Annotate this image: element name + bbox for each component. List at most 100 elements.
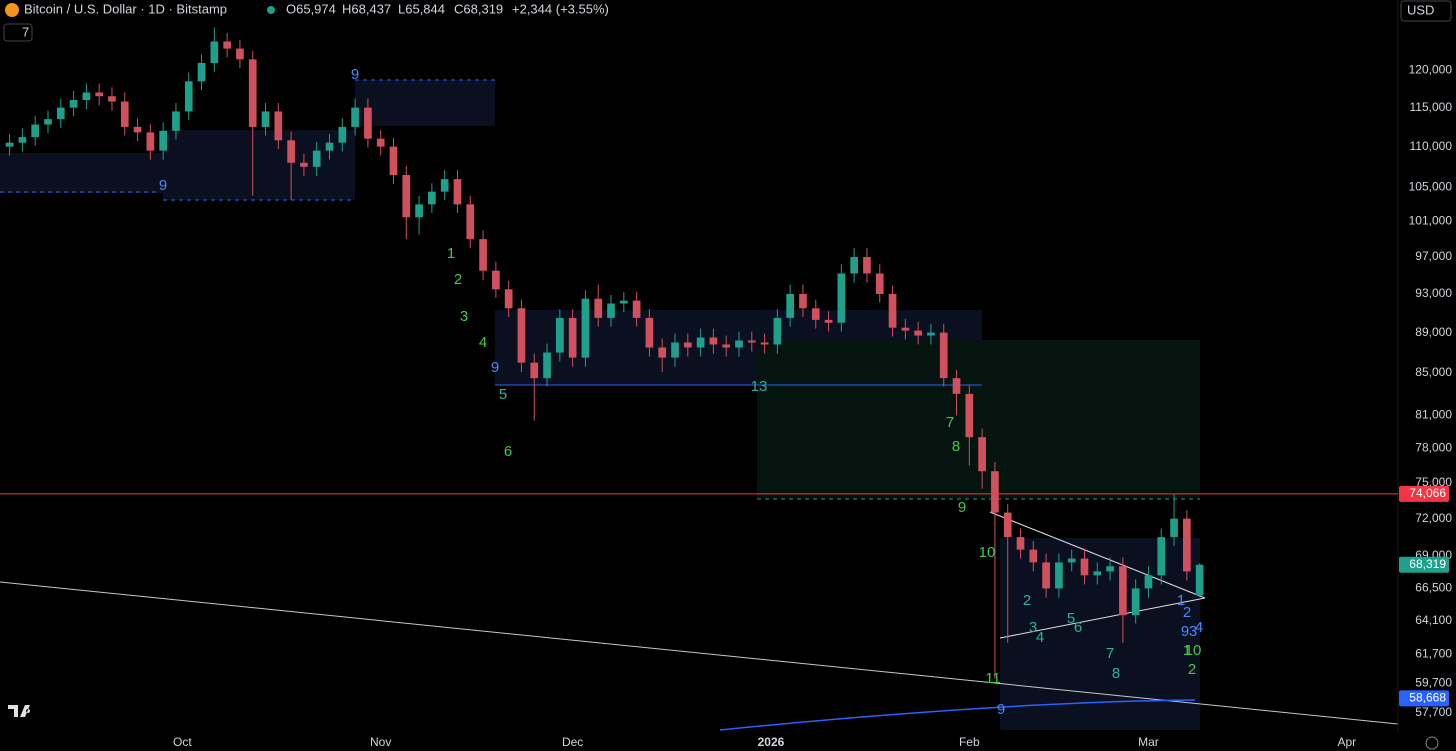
y-tick-label: 72,000 <box>1415 511 1452 525</box>
candle-body <box>799 293 807 309</box>
candle-body <box>312 150 321 167</box>
candle-body <box>901 327 910 331</box>
candle-body <box>56 107 65 120</box>
candle-body <box>184 81 193 112</box>
candle-body <box>1119 566 1127 616</box>
candle-body <box>568 317 577 358</box>
ohlc-close: C68,319 <box>454 1 503 16</box>
y-tick-label: 81,000 <box>1415 407 1452 421</box>
candle-body <box>850 257 858 274</box>
logo <box>8 705 31 717</box>
candle-body <box>364 107 372 139</box>
sequence-label: 1 <box>447 245 455 262</box>
candle-body <box>671 342 679 358</box>
sequence-label: 5 <box>1067 610 1075 627</box>
y-tick-label: 85,000 <box>1415 365 1452 379</box>
y-tick-label: 120,000 <box>1409 62 1453 76</box>
sequence-label: 3 <box>1029 619 1037 636</box>
y-tick-label: 105,000 <box>1409 180 1453 194</box>
zone <box>355 80 495 126</box>
candle-body <box>376 138 385 147</box>
candle-body <box>146 132 155 151</box>
sequence-label: 13 <box>751 378 768 395</box>
sequence-label: 3 <box>1189 623 1197 640</box>
candle-body <box>760 342 769 345</box>
sequence-label: 3 <box>460 308 468 325</box>
candle-body <box>466 204 475 240</box>
y-tick-label: 75,000 <box>1415 475 1452 489</box>
candle-body <box>722 344 731 348</box>
price-label: 58,668 <box>1409 691 1446 705</box>
candle-body <box>338 126 347 143</box>
indicator-toggle[interactable] <box>3 23 33 42</box>
y-tick-label: 59,700 <box>1415 675 1452 689</box>
candle-body <box>261 111 270 127</box>
indicator-count[interactable]: 7 <box>22 24 29 39</box>
y-tick-label: 66,500 <box>1415 581 1452 595</box>
candle-body <box>978 437 986 472</box>
candle-body <box>786 293 795 318</box>
candle-body <box>824 319 833 323</box>
x-tick-label: Oct <box>173 735 192 749</box>
sequence-label: 6 <box>504 443 512 460</box>
sequence-label: 6 <box>1074 619 1082 636</box>
triangle-line <box>999 597 1206 639</box>
sequence-label: 9 <box>491 359 499 376</box>
candle-body <box>696 337 705 348</box>
candle-body <box>914 330 922 336</box>
candle-body <box>645 317 654 348</box>
settings-icon[interactable] <box>1425 736 1439 750</box>
candles <box>5 27 1204 679</box>
axes: 57,70059,70061,70064,10066,50069,00072,0… <box>0 62 1452 749</box>
candle-body <box>1003 512 1012 538</box>
sequence-label: 9 <box>997 701 1005 718</box>
candle-body <box>619 300 628 304</box>
sequence-label: 8 <box>1112 665 1120 682</box>
candle-body <box>811 308 820 320</box>
price-label: 74,066 <box>1409 486 1446 500</box>
sequence-label: 11 <box>985 670 1001 687</box>
header: Bitcoin / U.S. Dollar · 1D · Bitstamp O6… <box>3 0 1452 42</box>
sequence-label: 2 <box>1023 592 1031 609</box>
candle-body <box>875 273 884 294</box>
candle-body <box>440 179 449 192</box>
candle-body <box>492 270 500 290</box>
sequence-label: 7 <box>1106 645 1114 662</box>
candle-body <box>1016 537 1025 550</box>
x-tick-label: Apr <box>1337 735 1356 749</box>
candle-body <box>773 317 782 345</box>
candle-body <box>658 347 667 358</box>
sequence-label: 9 <box>159 177 167 194</box>
candle-body <box>415 204 423 218</box>
status-dot <box>267 6 275 14</box>
zone <box>757 340 1200 498</box>
y-tick-label: 93,000 <box>1415 286 1452 300</box>
x-tick-label: Feb <box>959 735 980 749</box>
sequence-label: 1 <box>1177 592 1185 609</box>
candle-body <box>300 162 308 167</box>
currency-button[interactable] <box>1400 0 1452 22</box>
price-label-box <box>1399 690 1449 707</box>
candle-body <box>927 332 935 336</box>
candle-body <box>1131 588 1140 616</box>
candle-body <box>389 146 398 176</box>
x-tick-label: Nov <box>370 735 391 749</box>
candle-body <box>402 175 411 218</box>
candle-body <box>172 111 180 131</box>
symbol-title: Bitcoin / U.S. Dollar · 1D · Bitstamp <box>24 1 227 16</box>
y-tick-label: 97,000 <box>1415 249 1452 263</box>
sequence-label: 2 <box>1183 604 1191 621</box>
candle-body <box>965 393 974 438</box>
sequence-label: 8 <box>952 438 960 455</box>
sequence-label: 9 <box>1181 623 1189 640</box>
candle-body <box>1042 562 1050 589</box>
candle-body <box>735 340 743 348</box>
sequence-label: 7 <box>946 414 954 431</box>
currency[interactable]: USD <box>1407 2 1434 17</box>
candle-body <box>683 342 692 348</box>
candle-body <box>1080 558 1089 576</box>
ohlc-low: L65,844 <box>398 1 445 16</box>
candle-body <box>504 289 513 309</box>
